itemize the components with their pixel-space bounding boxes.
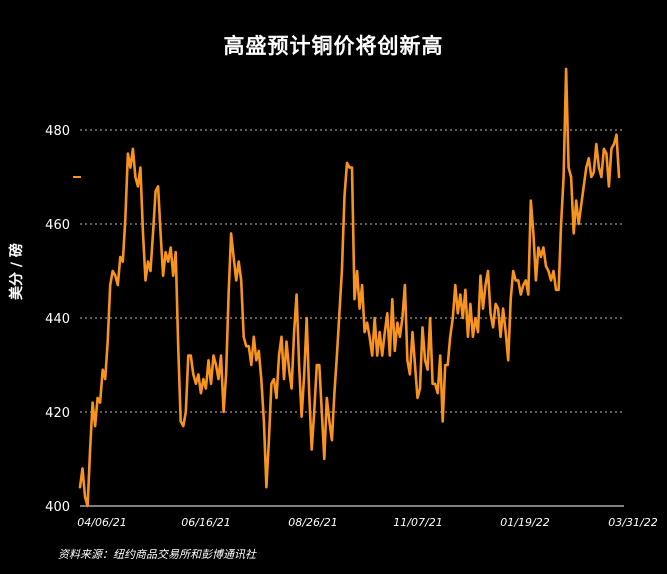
y-tick-label: 400	[45, 500, 70, 515]
y-tick-label: 460	[45, 218, 70, 233]
x-tick-label: 08/26/21	[288, 516, 337, 529]
chart-title: 高盛预计铜价将创新高	[223, 33, 444, 58]
y-tick-label: 480	[45, 124, 70, 139]
source-note: 资料来源：纽约商品交易所和彭博通讯社	[58, 548, 256, 561]
x-tick-label: 03/31/22	[608, 516, 657, 529]
price-series-line	[78, 67, 621, 508]
y-tick-label: 420	[45, 406, 70, 421]
y-tick-label: 440	[45, 312, 70, 327]
x-tick-label: 06/16/21	[181, 516, 230, 529]
x-tick-label: 01/19/22	[500, 516, 549, 529]
x-tick-label: 11/07/21	[393, 516, 442, 529]
x-tick-label: 04/06/21	[77, 516, 126, 529]
